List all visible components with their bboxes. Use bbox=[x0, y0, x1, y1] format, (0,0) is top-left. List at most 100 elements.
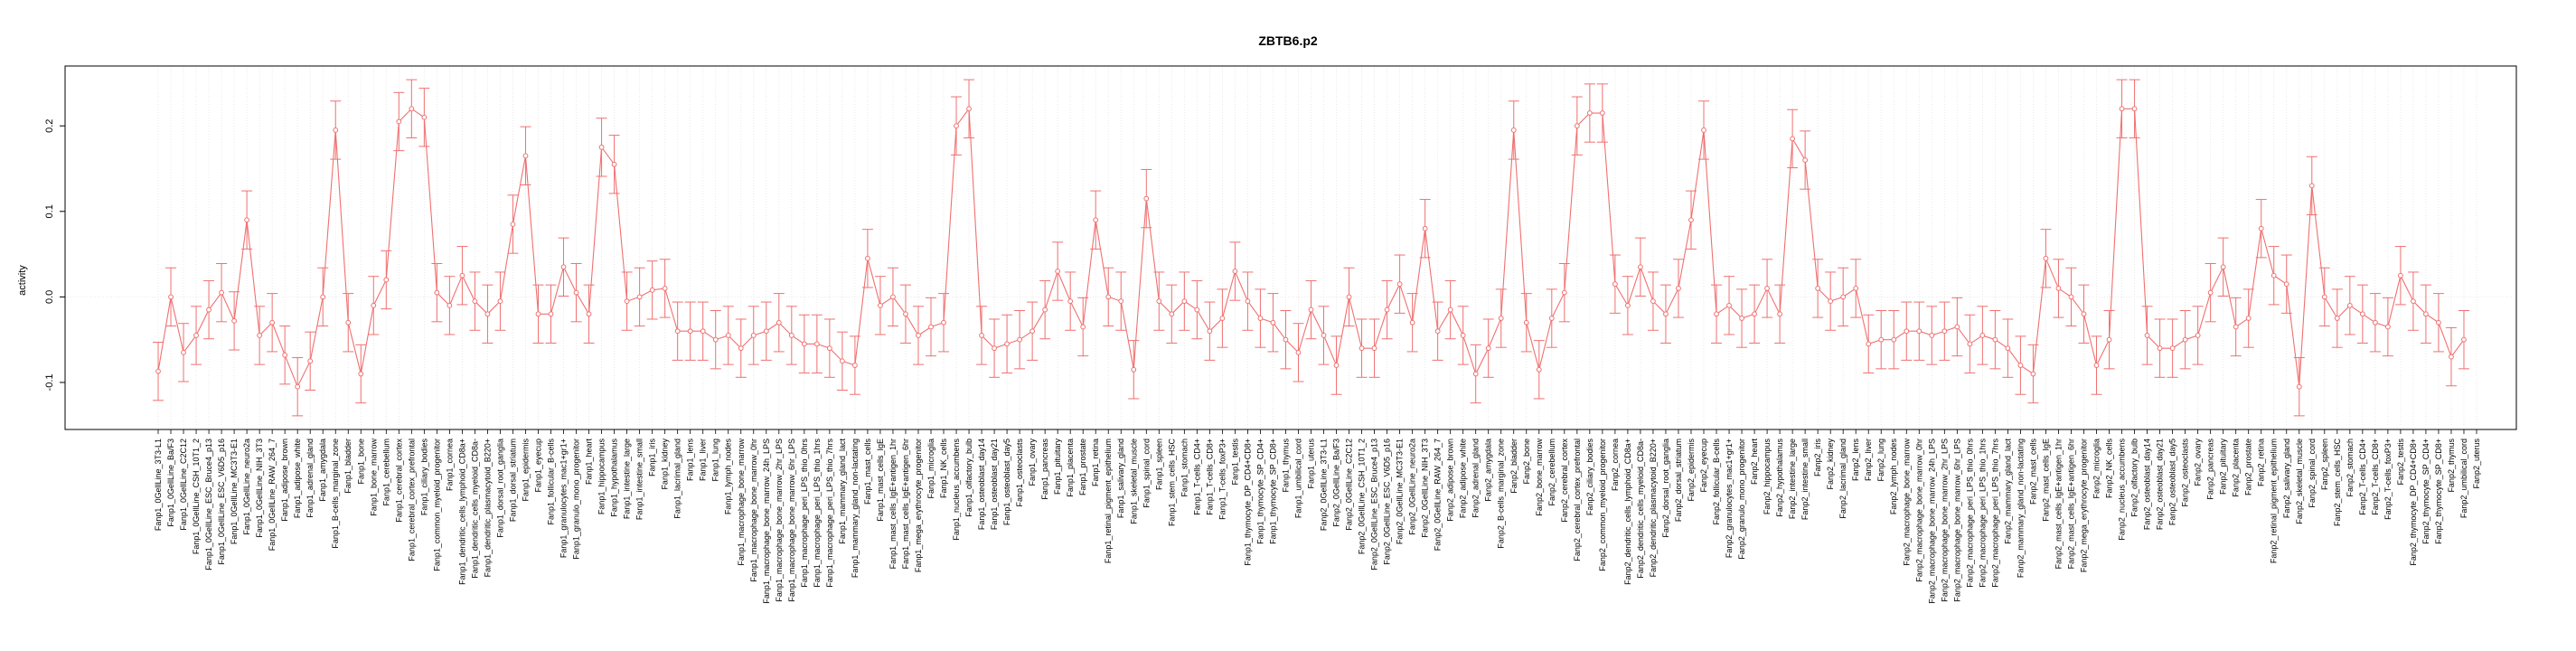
x-tick-label: Fanp1_macrophage_bone_marrow bbox=[737, 439, 746, 566]
data-point bbox=[1599, 110, 1605, 116]
x-tick-label: Fanp2_placenta bbox=[2232, 439, 2241, 497]
data-point bbox=[954, 123, 959, 129]
data-point bbox=[700, 328, 706, 335]
x-tick-label: Fanp1_dorsal_striatum bbox=[508, 439, 517, 522]
data-point bbox=[1422, 225, 1428, 231]
data-point bbox=[2043, 255, 2049, 261]
x-tick-label: Fanp2_prostate bbox=[2244, 439, 2253, 495]
data-point bbox=[1688, 217, 1694, 223]
x-tick-label: Fanp2_kidney bbox=[1826, 439, 1835, 490]
data-point bbox=[1828, 298, 1834, 305]
data-point bbox=[1790, 136, 1796, 142]
x-tick-label: Fanp1_thymus bbox=[1281, 439, 1290, 493]
data-point bbox=[447, 302, 453, 308]
x-tick-label: Fanp1_cerebellum bbox=[381, 439, 390, 506]
x-tick-label: Fanp2_salivary_gland bbox=[2282, 439, 2291, 518]
data-point bbox=[1523, 319, 1529, 326]
data-point bbox=[2384, 324, 2391, 330]
data-point bbox=[1131, 366, 1137, 373]
x-tick-label: Fanp2_bone_marrow bbox=[1535, 439, 1544, 516]
data-point bbox=[1764, 286, 1770, 291]
data-point bbox=[573, 289, 579, 296]
data-points bbox=[155, 106, 2467, 390]
x-tick-label: Fanp2_mast_cells_IgE bbox=[2041, 439, 2050, 522]
data-point bbox=[878, 302, 883, 308]
x-tick-label: Fanp1_skeletal_muscle bbox=[1129, 439, 1138, 524]
data-point bbox=[649, 287, 655, 293]
data-point bbox=[1904, 328, 1910, 335]
x-tick-label: Fanp1_intestine_small bbox=[635, 439, 644, 520]
x-tick-label: Fanp1_macrophage_bone_marrow_24h_LPS bbox=[762, 439, 771, 604]
data-point bbox=[1396, 281, 1403, 288]
x-tick-label: Fanp1_retinal_pigment_epithelium bbox=[1104, 439, 1113, 563]
x-tick-label: Fanp1_thymocyte_SP_CD4+ bbox=[1255, 439, 1264, 544]
data-point bbox=[865, 255, 870, 261]
x-tick-label: Fanp1_kidney bbox=[661, 439, 670, 490]
x-tick-label: Fanp1_amygdala bbox=[318, 439, 327, 502]
data-point bbox=[2334, 316, 2340, 321]
x-tick-label: Fanp2_macrophage_peri_LPS_thio_0hrs bbox=[1965, 439, 1974, 588]
x-tick-label: Fanp1_T-cells_CD8+ bbox=[1205, 439, 1214, 515]
data-point bbox=[2220, 264, 2226, 270]
x-tick-label: Fanp2_dendritic_cells_myeloid_CD8a- bbox=[1636, 439, 1645, 579]
x-tick-label: Fanp2_retina bbox=[2257, 439, 2266, 486]
data-point bbox=[2144, 333, 2150, 338]
x-tick-label: Fanp1_prostate bbox=[1078, 439, 1087, 495]
x-tick-label: Fanp2_mega_erythrocyte_progenitor bbox=[2079, 439, 2088, 572]
data-point bbox=[2461, 336, 2467, 343]
x-tick-label: Fanp1_lung bbox=[711, 439, 720, 482]
data-point bbox=[1967, 341, 1973, 347]
data-point bbox=[1169, 311, 1175, 317]
data-point bbox=[1929, 333, 1935, 338]
data-point bbox=[1650, 298, 1656, 305]
data-point bbox=[776, 319, 782, 326]
data-point bbox=[1371, 345, 1377, 352]
x-tick-label: Fanp1_0GellLine_ESC_Bruce4_p13 bbox=[204, 439, 213, 571]
x-tick-label: Fanp1_spleen bbox=[1154, 439, 1163, 490]
x-tick-label: Fanp1_mast_cells_IgE+antigen_1hr bbox=[888, 439, 898, 569]
x-tick-label: Fanp1_osteoblast_day5 bbox=[1002, 439, 1011, 525]
data-point bbox=[1245, 298, 1251, 305]
data-point bbox=[598, 144, 605, 150]
x-tick-label: Fanp1_bone bbox=[356, 439, 365, 485]
data-point bbox=[181, 349, 186, 355]
x-tick-label: Fanp2_bone bbox=[1522, 439, 1531, 485]
x-tick-label: Fanp1_nucleus_accumbens bbox=[952, 439, 961, 541]
x-tick-label: Fanp1_cornea bbox=[445, 439, 454, 491]
x-tick-label: Fanp1_iris bbox=[648, 439, 657, 477]
data-point bbox=[941, 319, 946, 326]
x-tick-label: Fanp1_T-cells_foxP3+ bbox=[1217, 439, 1227, 520]
x-tick-label: Fanp2_thymocyte_SP_CD8+ bbox=[2434, 439, 2443, 544]
x-tick-label: Fanp2_0GellLine_CSH_10T1_2 bbox=[1358, 439, 1367, 554]
x-tick-label: Fanp2_hippocampus bbox=[1763, 439, 1772, 515]
x-tick-label: Fanp1_B-cells_marginal_zone bbox=[331, 439, 340, 549]
data-point bbox=[624, 298, 630, 305]
data-point bbox=[2449, 354, 2454, 360]
data-point bbox=[928, 324, 934, 330]
x-tick-label: Fanp1_stem_cells_HSC bbox=[1167, 439, 1176, 527]
x-tick-label: Fanp2_0GellLine_ESC_V6D5_p16 bbox=[1383, 439, 1392, 565]
data-point bbox=[903, 311, 908, 317]
x-tick-label: Fanp1_granulo_mono_progenitor bbox=[572, 439, 581, 560]
data-point bbox=[1460, 333, 1466, 338]
x-tick-label: Fanp1_testis bbox=[1230, 439, 1239, 486]
data-point bbox=[2207, 289, 2214, 296]
data-point bbox=[1156, 298, 1162, 305]
data-point bbox=[2182, 336, 2188, 343]
data-point bbox=[1017, 336, 1023, 343]
x-tick-label: Fanp2_adipose_white bbox=[1459, 439, 1468, 518]
data-point bbox=[1954, 324, 1960, 330]
data-point bbox=[750, 333, 757, 338]
x-tick-label: Fanp1_stomach bbox=[1180, 439, 1189, 497]
x-tick-label: Fanp1_macrophage_bone_marrow_6hr_LPS bbox=[787, 439, 796, 602]
data-point bbox=[1207, 328, 1213, 335]
x-tick-label: Fanp2_0GellLine_MC3T3-E1 bbox=[1396, 439, 1405, 544]
data-point bbox=[1941, 328, 1948, 335]
data-point bbox=[1042, 307, 1048, 313]
data-point bbox=[1802, 157, 1809, 163]
data-point bbox=[1612, 281, 1618, 288]
x-tick-label: Fanp1_dendritic_plasmacytoid_B220+ bbox=[483, 439, 492, 577]
y-tick-label: 0.2 bbox=[44, 119, 55, 133]
x-tick-label: Fanp1_bone_marrow bbox=[369, 439, 378, 516]
